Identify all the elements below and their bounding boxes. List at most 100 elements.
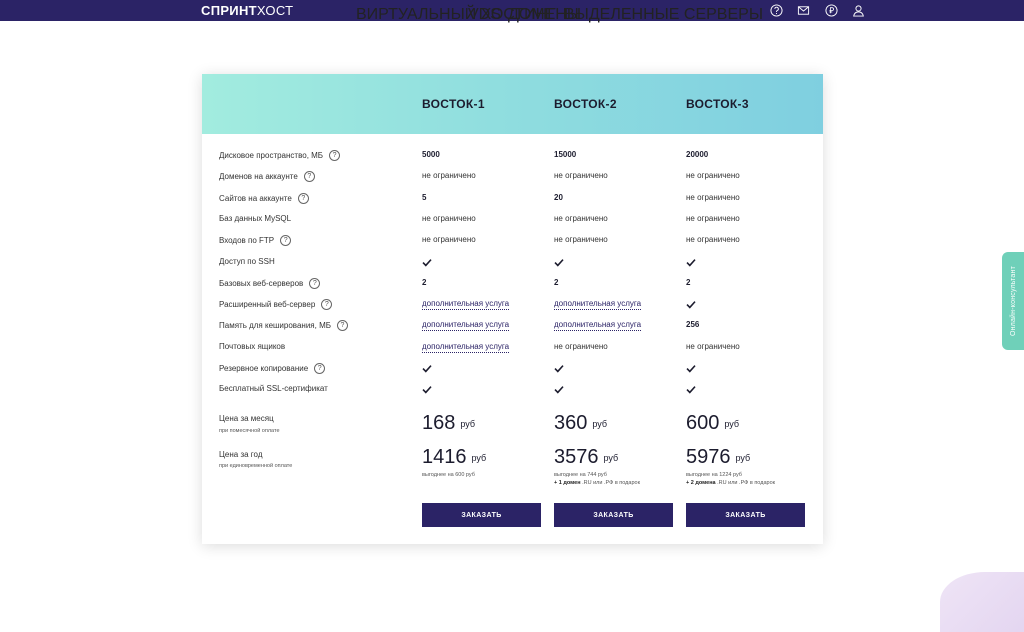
top-nav: СПРИНТХОСТ ВИРТУАЛЬНЫЙ ХОСТИНГ VDS ДОМЕН… (0, 0, 1024, 23)
logo-light: ХОСТ (256, 3, 294, 18)
cell-value: не ограничено (686, 341, 740, 351)
user-icon[interactable] (852, 4, 865, 17)
row-label-text: Память для кеширования, МБ (219, 321, 331, 331)
row-label: Память для кеширования, МБ? (219, 320, 348, 332)
order-button-vostok-3[interactable]: ЗАКАЗАТЬ (686, 503, 805, 527)
row-label-text: Бесплатный SSL-сертификат (219, 384, 328, 394)
price-year-label: Цена за год (219, 450, 263, 459)
row-label-text: Дисковое пространство, МБ (219, 151, 324, 160)
additional-service-link[interactable]: дополнительная услуга (554, 299, 642, 311)
logo-bold: СПРИНТ (201, 3, 257, 18)
help-icon[interactable]: ? (337, 320, 348, 332)
price-year-note-vostok-1: выгоднее на 600 руб (422, 471, 475, 479)
cell-value: 20 (554, 192, 563, 202)
check-icon (422, 258, 432, 267)
order-button-vostok-2[interactable]: ЗАКАЗАТЬ (554, 503, 673, 527)
price-value: 5976 (686, 446, 731, 468)
cell-value: не ограничено (554, 171, 608, 181)
price-year-note-vostok-3: выгоднее на 1224 руб + 2 домена .RU или … (686, 471, 775, 487)
cell-value: не ограничено (554, 213, 608, 223)
price-value: 360 (554, 412, 588, 434)
price-year-vostok-3: 5976 руб (686, 446, 750, 469)
cell-value: не ограничено (422, 235, 476, 245)
row-label: Дисковое пространство, МБ? (219, 150, 341, 161)
cell-value: не ограничено (422, 213, 476, 223)
row-label-text: Сайтов на аккаунте (219, 193, 292, 203)
cell-value: 256 (686, 320, 700, 330)
check-icon (686, 258, 696, 267)
price-unit: руб (735, 453, 751, 463)
cell-value: 2 (554, 277, 559, 287)
row-label: Входов по FTP? (219, 235, 292, 247)
row-label: Бесплатный SSL-сертификат (219, 384, 328, 393)
row-label-text: Расширенный веб-сервер (219, 300, 316, 310)
check-icon (422, 364, 432, 373)
check-icon (554, 364, 564, 373)
price-unit: руб (592, 419, 608, 429)
help-icon[interactable]: ? (303, 171, 315, 183)
price-unit: руб (460, 419, 476, 429)
cell-value: не ограничено (554, 235, 608, 245)
row-label: Почтовых ящиков (219, 342, 285, 351)
cell-value: не ограничено (686, 213, 740, 223)
additional-service-link[interactable]: дополнительная услуга (422, 320, 510, 332)
check-icon (422, 385, 432, 394)
plan-title-vostok-2: ВОСТОК-2 (554, 97, 617, 111)
help-icon[interactable]: ? (309, 277, 321, 289)
help-icon[interactable]: ? (321, 299, 333, 311)
help-icon[interactable]: ? (297, 192, 309, 204)
note-bonus-text: .RU или .РФ в подарок (580, 480, 640, 486)
cell-value: не ограничено (554, 341, 608, 351)
row-label: Доменов на аккаунте? (219, 171, 315, 183)
price-month-vostok-1: 168 руб (422, 412, 475, 435)
row-label-text: Резервное копирование (219, 364, 309, 373)
cell-value: не ограничено (686, 192, 740, 202)
price-month-label: Цена за месяц (219, 414, 274, 423)
row-label-text: Баз данных MySQL (219, 213, 292, 223)
check-icon (554, 385, 564, 394)
plan-title-vostok-1: ВОСТОК-1 (422, 97, 485, 111)
price-value: 600 (686, 412, 720, 434)
note-line1: выгоднее на 744 руб (554, 472, 607, 478)
online-consultant-tab[interactable]: Онлайн-консультант (1002, 252, 1024, 350)
nav-link-virtual-hosting[interactable]: ВИРТУАЛЬНЫЙ ХОСТИНГ (356, 6, 556, 23)
check-icon (554, 258, 564, 267)
cell-value: 5000 (422, 150, 440, 159)
order-button-vostok-1[interactable]: ЗАКАЗАТЬ (422, 503, 541, 527)
help-icon[interactable]: ? (314, 363, 326, 374)
additional-service-link[interactable]: дополнительная услуга (554, 320, 642, 332)
nav-link-dedicated-servers[interactable]: ВЫДЕЛЕННЫЕ СЕРВЕРЫ (564, 6, 763, 23)
nav-link-vds[interactable]: VDS (468, 6, 501, 23)
cell-value: 5 (422, 192, 427, 202)
row-label: Доступ по SSH (219, 257, 275, 266)
decorative-corner-shape (940, 572, 1024, 632)
price-value: 3576 (554, 446, 599, 468)
help-icon[interactable] (770, 4, 783, 17)
price-value: 168 (422, 412, 456, 434)
help-icon[interactable]: ? (329, 150, 341, 161)
check-icon (686, 364, 696, 373)
nav-link-domains[interactable]: ДОМЕНЫ (508, 6, 581, 23)
row-label: Сайтов на аккаунте? (219, 192, 309, 204)
row-label: Базовых веб-серверов? (219, 277, 321, 289)
logo[interactable]: СПРИНТХОСТ (201, 3, 293, 18)
additional-service-link[interactable]: дополнительная услуга (422, 299, 510, 311)
card-header: ВОСТОК-1 ВОСТОК-2 ВОСТОК-3 (202, 74, 823, 134)
mail-icon[interactable] (797, 4, 810, 17)
row-label: Резервное копирование? (219, 363, 326, 374)
check-icon (686, 385, 696, 394)
cell-value: не ограничено (422, 171, 476, 181)
pricing-card: ВОСТОК-1 ВОСТОК-2 ВОСТОК-3 Дисковое прос… (202, 74, 823, 544)
plan-title-vostok-3: ВОСТОК-3 (686, 97, 749, 111)
row-label-text: Входов по FTP (219, 236, 275, 246)
ruble-icon[interactable] (825, 4, 838, 17)
help-icon[interactable]: ? (280, 235, 292, 247)
note-line1: выгоднее на 600 руб (422, 472, 475, 478)
cell-value: 15000 (554, 150, 577, 159)
row-label: Расширенный веб-сервер? (219, 299, 333, 311)
price-unit: руб (724, 419, 740, 429)
note-bonus-text: .RU или .РФ в подарок (715, 480, 776, 486)
row-label-text: Базовых веб-серверов (219, 278, 304, 288)
additional-service-link[interactable]: дополнительная услуга (422, 341, 510, 353)
price-month-vostok-3: 600 руб (686, 412, 739, 435)
